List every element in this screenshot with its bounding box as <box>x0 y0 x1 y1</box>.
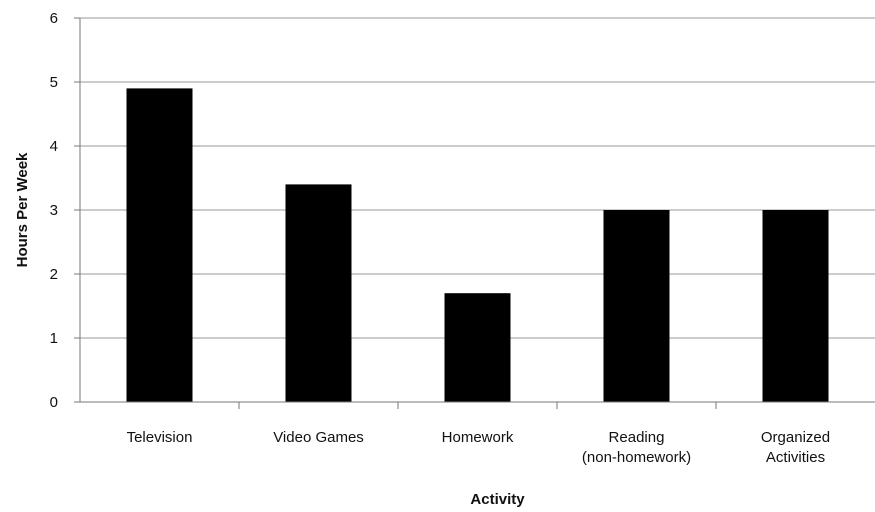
axes <box>74 17 875 409</box>
x-category-label: Organized Activities <box>761 429 830 466</box>
bar <box>285 184 352 402</box>
bar <box>444 293 511 402</box>
y-tick-labels: 0 1 2 3 4 5 6 <box>50 10 58 411</box>
x-axis-title: Activity <box>470 491 525 508</box>
bar <box>603 210 670 402</box>
bar <box>126 88 193 403</box>
y-tick-label: 0 <box>50 394 58 411</box>
x-category-label: Television <box>127 429 193 446</box>
x-category-label: Homework <box>442 429 514 446</box>
gridlines <box>80 17 875 339</box>
y-tick-label: 1 <box>50 330 58 347</box>
x-category-label: Reading (non-homework) <box>582 429 691 466</box>
bars <box>126 88 829 403</box>
x-category-labels: Television Video Games Homework Reading (non… <box>127 429 831 466</box>
y-tick-label: 6 <box>50 10 58 27</box>
x-category-label: Video Games <box>273 429 364 446</box>
y-tick-label: 4 <box>50 138 58 155</box>
y-tick-label: 5 <box>50 74 58 91</box>
bar <box>762 210 829 402</box>
y-tick-label: 3 <box>50 202 58 219</box>
y-tick-label: 2 <box>50 266 58 283</box>
y-axis-title: Hours Per Week <box>14 152 31 267</box>
